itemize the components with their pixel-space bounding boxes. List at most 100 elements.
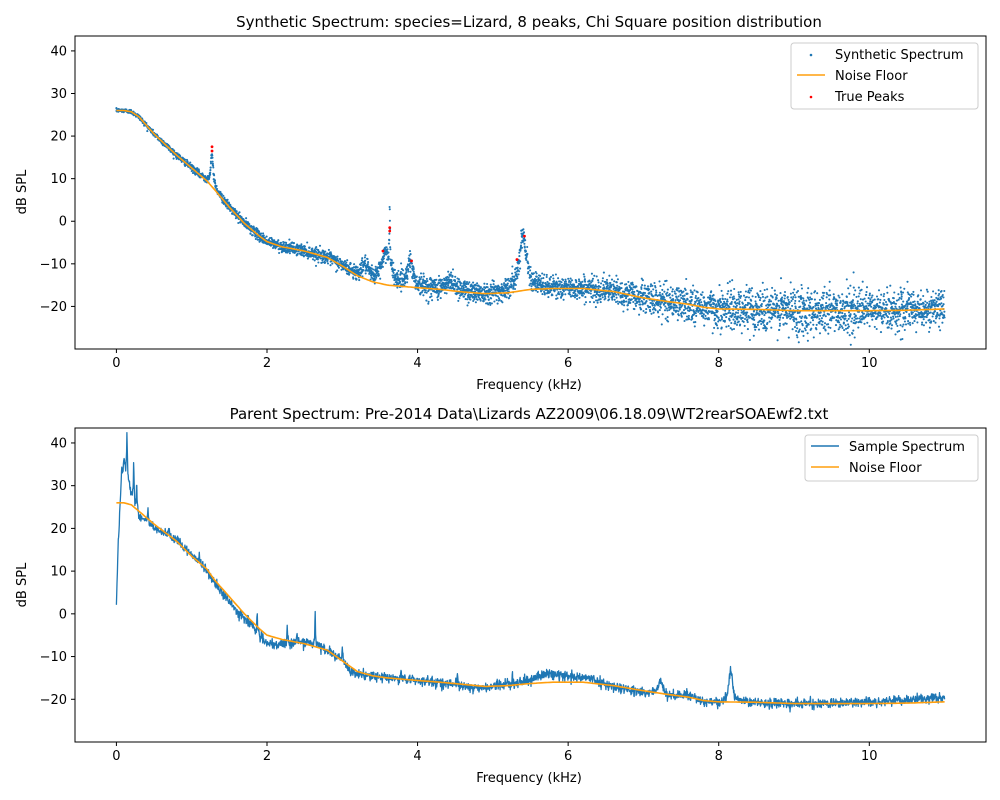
synthetic-spectrum-point [488, 290, 492, 293]
synthetic-spectrum-point [542, 277, 545, 280]
synthetic-spectrum-point [530, 285, 533, 288]
synthetic-spectrum-point [664, 305, 667, 308]
synthetic-spectrum-point [396, 286, 399, 289]
synthetic-spectrum-point [631, 290, 634, 293]
synthetic-spectrum-point [860, 288, 863, 291]
synthetic-spectrum-point [540, 277, 543, 280]
synthetic-spectrum-point [853, 319, 856, 322]
synthetic-spectrum-point [512, 286, 515, 289]
synthetic-spectrum-point [799, 294, 802, 298]
synthetic-spectrum-point [486, 286, 489, 289]
synthetic-spectrum-point [392, 271, 395, 274]
synthetic-spectrum-point [408, 250, 412, 253]
synthetic-spectrum-point [692, 284, 695, 287]
synthetic-spectrum-point [819, 314, 822, 317]
synthetic-spectrum-point [823, 313, 826, 316]
synthetic-spectrum-point [526, 252, 529, 256]
synthetic-spectrum-point [809, 296, 812, 299]
synthetic-spectrum-point [589, 292, 592, 295]
synthetic-spectrum-point [677, 287, 680, 290]
synthetic-spectrum-point [691, 291, 694, 294]
synthetic-spectrum-point [184, 158, 187, 161]
synthetic-spectrum-point [829, 326, 832, 329]
synthetic-spectrum-point [498, 287, 501, 290]
synthetic-spectrum-point [363, 256, 366, 259]
synthetic-spectrum-point [548, 282, 551, 285]
synthetic-spectrum-point [501, 285, 504, 288]
synthetic-spectrum-point [739, 323, 742, 326]
synthetic-spectrum-point [580, 283, 583, 287]
synthetic-spectrum-point [804, 308, 807, 311]
synthetic-spectrum-point [880, 293, 883, 296]
synthetic-spectrum-point [756, 323, 759, 327]
synthetic-spectrum-point [288, 238, 291, 241]
synthetic-spectrum-point [785, 316, 789, 319]
synthetic-spectrum-point [440, 278, 444, 281]
synthetic-spectrum-point [747, 296, 751, 299]
synthetic-spectrum-point [545, 275, 548, 279]
synthetic-spectrum-point [784, 307, 787, 310]
synthetic-spectrum-point [407, 270, 410, 273]
synthetic-spectrum-point [601, 277, 604, 280]
synthetic-spectrum-point [883, 316, 886, 319]
synthetic-spectrum-point [623, 300, 626, 303]
synthetic-spectrum-point [794, 305, 797, 308]
synthetic-spectrum-point [666, 316, 669, 319]
synthetic-spectrum-point [451, 268, 455, 271]
synthetic-spectrum-point [399, 270, 402, 274]
synthetic-spectrum-point [648, 288, 651, 291]
synthetic-spectrum-point [497, 297, 501, 300]
synthetic-spectrum-point [802, 299, 805, 302]
synthetic-spectrum-point [889, 322, 892, 325]
synthetic-spectrum-point [760, 322, 763, 326]
synthetic-spectrum-point [786, 306, 790, 309]
synthetic-spectrum-point [818, 317, 821, 321]
synthetic-spectrum-point [217, 190, 220, 193]
synthetic-spectrum-point [575, 281, 578, 284]
synthetic-spectrum-point [462, 295, 466, 298]
synthetic-spectrum-point [900, 295, 903, 298]
synthetic-spectrum-point [830, 319, 833, 322]
synthetic-spectrum-point [235, 210, 238, 213]
synthetic-spectrum-point [211, 160, 214, 163]
synthetic-spectrum-point [621, 295, 624, 299]
synthetic-spectrum-point [704, 314, 707, 317]
synthetic-spectrum-point [701, 291, 704, 294]
synthetic-spectrum-point [659, 284, 662, 288]
synthetic-spectrum-point [850, 320, 853, 323]
synthetic-spectrum-point [447, 284, 450, 287]
synthetic-spectrum-point [886, 291, 889, 294]
synthetic-spectrum-point [396, 273, 399, 276]
synthetic-spectrum-point [761, 281, 764, 284]
synthetic-spectrum-point [557, 277, 560, 280]
synthetic-spectrum-point [902, 323, 905, 326]
synthetic-spectrum-point [884, 300, 888, 304]
synthetic-spectrum-point [582, 285, 585, 288]
synthetic-spectrum-point [775, 294, 779, 297]
synthetic-spectrum-point [603, 287, 606, 290]
synthetic-spectrum-point [539, 279, 542, 282]
synthetic-spectrum-point [682, 300, 685, 303]
synthetic-spectrum-point [682, 312, 685, 315]
synthetic-spectrum-point [295, 250, 298, 253]
synthetic-spectrum-point [794, 307, 797, 310]
synthetic-spectrum-point [424, 289, 427, 292]
synthetic-spectrum-point [770, 300, 773, 303]
synthetic-spectrum-point [875, 295, 879, 298]
synthetic-spectrum-point [851, 300, 854, 304]
synthetic-spectrum-point [735, 311, 738, 314]
synthetic-spectrum-point [591, 279, 594, 283]
synthetic-spectrum-point [739, 296, 742, 299]
synthetic-spectrum-point [569, 285, 572, 288]
synthetic-spectrum-point [745, 295, 748, 299]
synthetic-spectrum-point [739, 306, 742, 309]
synthetic-spectrum-point [824, 329, 827, 332]
synthetic-spectrum-point [822, 291, 826, 294]
synthetic-spectrum-point [696, 291, 699, 294]
synthetic-spectrum-point [685, 315, 689, 318]
synthetic-spectrum-point [795, 318, 798, 321]
synthetic-spectrum-point [459, 282, 463, 285]
synthetic-spectrum-point [879, 298, 882, 301]
synthetic-spectrum-point [726, 298, 729, 301]
synthetic-spectrum-point [340, 268, 343, 271]
